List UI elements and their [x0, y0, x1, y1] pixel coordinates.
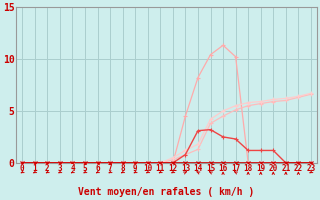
- X-axis label: Vent moyen/en rafales ( km/h ): Vent moyen/en rafales ( km/h ): [78, 187, 255, 197]
